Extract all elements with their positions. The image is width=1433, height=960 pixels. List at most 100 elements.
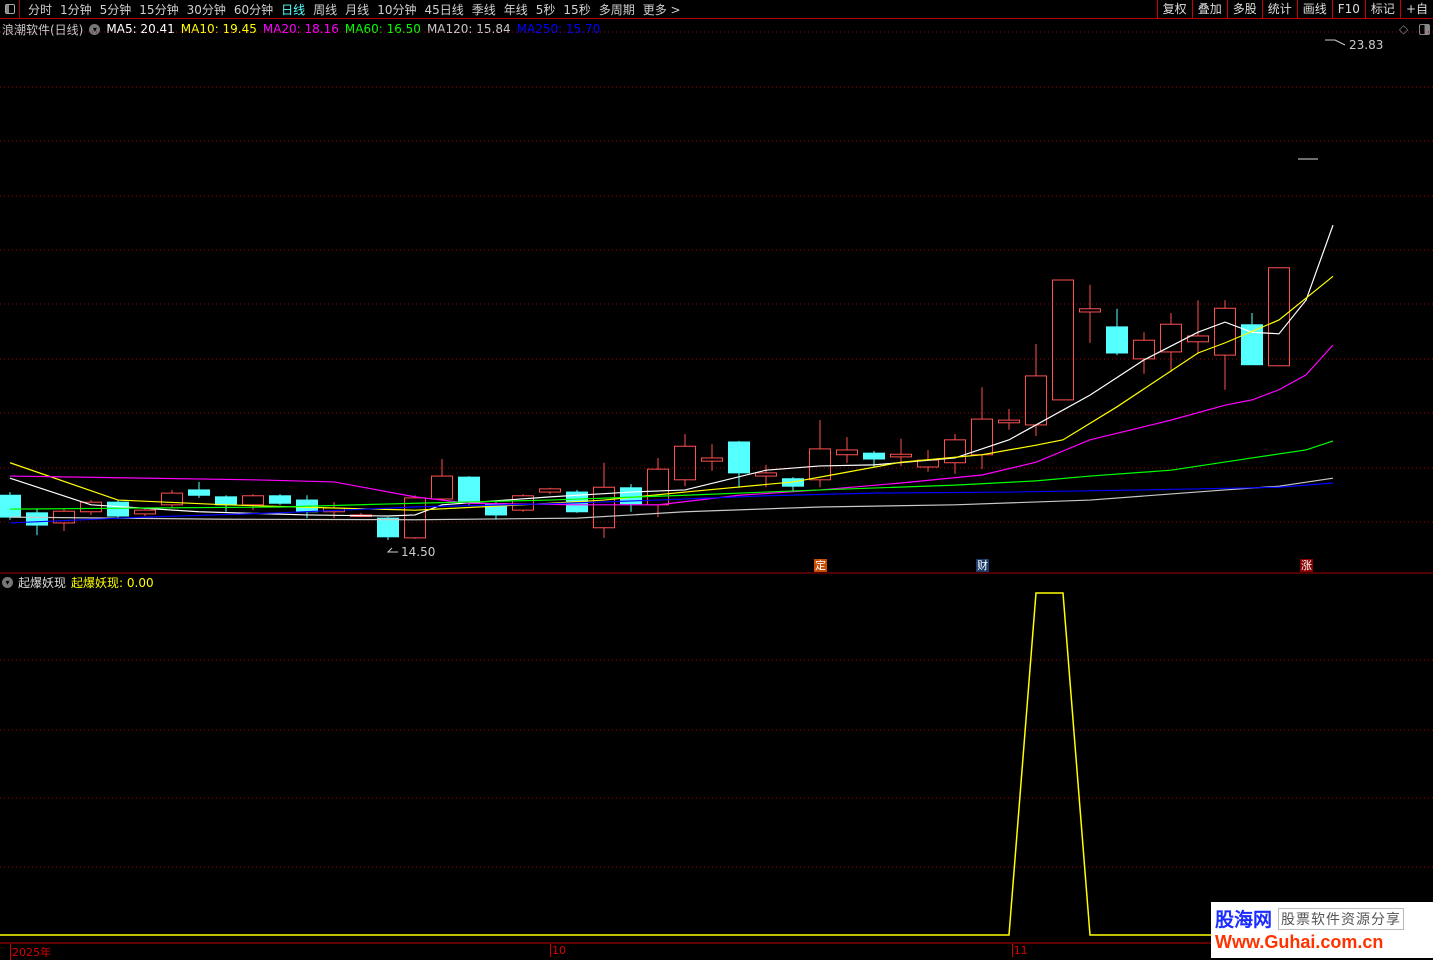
period-tab[interactable]: 5分钟 xyxy=(99,2,132,17)
candle-body xyxy=(242,495,264,506)
ma-legend: MA5: 20.41 MA10: 19.45 MA20: 18.16 MA60: 16… xyxy=(106,22,600,36)
ma-line-ma60 xyxy=(9,440,1334,510)
period-tab[interactable]: 15秒 xyxy=(563,2,591,17)
period-tab[interactable]: 45日线 xyxy=(424,2,464,17)
candle-body xyxy=(701,457,723,462)
candle-body xyxy=(269,495,291,504)
indicator-name: 起爆妖现 xyxy=(18,575,67,590)
candle-body xyxy=(0,494,21,518)
high-price-label: 23.83 xyxy=(1349,38,1384,52)
top-toolbar: 分时 1分钟 5分钟 15分钟 30分钟 60分钟 日线 周线 月线 10分钟 45日线 季线 年线 5秒… xyxy=(0,0,1433,19)
date-label: 10 xyxy=(550,944,566,957)
ma-label: MA120: 15.84 xyxy=(426,22,511,36)
candle-body xyxy=(539,488,561,493)
period-tab[interactable]: 年线 xyxy=(503,2,528,17)
candle-body xyxy=(107,501,129,517)
chevron-down-icon[interactable]: ▾ xyxy=(89,23,101,35)
indicator-value: 起爆妖现: 0.00 xyxy=(71,575,154,590)
ma-label: MA10: 19.45 xyxy=(180,22,257,36)
chevron-down-icon[interactable]: ▾ xyxy=(2,576,13,588)
event-marker[interactable]: 定 xyxy=(814,559,827,572)
period-tab[interactable]: 10分钟 xyxy=(377,2,417,17)
toolbar-button[interactable]: +自 xyxy=(1399,0,1433,19)
candle-body xyxy=(458,476,480,504)
candle-body xyxy=(161,492,183,506)
candle-body xyxy=(134,509,156,515)
ma-label: MA20: 18.16 xyxy=(262,22,339,36)
toolbar-button[interactable]: 画线 xyxy=(1296,0,1332,19)
toolbar-button[interactable]: 复权 xyxy=(1156,0,1192,19)
panel-toggle-icon[interactable] xyxy=(0,0,20,19)
candle-body xyxy=(1025,375,1047,426)
period-tab[interactable]: 月线 xyxy=(345,2,370,17)
period-tab[interactable]: 季线 xyxy=(471,2,496,17)
candle-body xyxy=(674,445,696,481)
period-tab[interactable]: 多周期 xyxy=(598,2,635,17)
candle-body xyxy=(1052,279,1074,401)
toolbar-right-buttons: 复权 叠加 多股 统计 画线 F10 标记 +自 xyxy=(1156,0,1433,19)
candle-body xyxy=(377,517,399,538)
watermark-subtitle: 股票软件资源分享 xyxy=(1278,907,1405,930)
candle-body xyxy=(1241,324,1263,366)
candle-body xyxy=(593,486,615,529)
candle-body xyxy=(1187,335,1209,343)
candle-body xyxy=(1268,267,1290,367)
candle-body xyxy=(998,419,1020,424)
event-marker[interactable]: 涨 xyxy=(1300,559,1313,572)
ma-line-ma120 xyxy=(9,477,1334,521)
date-label: 11 xyxy=(1011,944,1028,957)
indicator-header: ▾ 起爆妖现 起爆妖现: 0.00 xyxy=(2,574,154,590)
candle-body xyxy=(80,501,102,513)
candle-body xyxy=(863,452,885,460)
candle-body xyxy=(809,448,831,481)
event-marker[interactable]: 财 xyxy=(976,559,989,572)
period-tab[interactable]: 30分钟 xyxy=(186,2,226,17)
candle-body xyxy=(1160,323,1182,353)
toolbar-button[interactable]: 多股 xyxy=(1226,0,1262,19)
ma-label: MA5: 20.41 xyxy=(106,22,175,36)
indicator-line xyxy=(0,592,1333,936)
candle-body xyxy=(404,497,426,539)
ma-line-ma20 xyxy=(9,344,1334,506)
watermark-brand: 股海网 xyxy=(1215,909,1273,931)
toolbar-button[interactable]: 叠加 xyxy=(1191,0,1227,19)
ma-line-ma10 xyxy=(9,275,1334,511)
candle-body xyxy=(890,453,912,458)
period-tab[interactable]: 1分钟 xyxy=(60,2,92,17)
chart-header: 浪潮软件(日线) ▾ MA5: 20.41 MA10: 19.45 MA20: 18… xyxy=(2,21,600,37)
period-tab[interactable]: 15分钟 xyxy=(139,2,179,17)
ma-label: MA250: 15.70 xyxy=(516,22,601,36)
panel-icon[interactable] xyxy=(1419,24,1430,35)
candle-body xyxy=(431,475,453,500)
high-arrow xyxy=(1325,39,1346,46)
low-price-label: 14.50 xyxy=(401,545,436,559)
ma-line-ma250 xyxy=(9,482,1334,524)
date-label: 2025年 xyxy=(10,944,51,960)
period-tab[interactable]: 分时 xyxy=(28,2,53,17)
period-tab[interactable]: 60分钟 xyxy=(233,2,274,17)
candle-body xyxy=(1106,326,1128,354)
low-arrow xyxy=(386,547,398,553)
candle-body xyxy=(188,489,210,496)
candle-body xyxy=(215,496,237,506)
toolbar-button[interactable]: 标记 xyxy=(1364,0,1400,19)
toolbar-button[interactable]: 统计 xyxy=(1261,0,1297,19)
stock-title: 浪潮软件(日线) xyxy=(2,22,84,37)
period-tab[interactable]: 5秒 xyxy=(535,2,556,17)
ma-line-ma5 xyxy=(9,224,1334,517)
candle-body xyxy=(26,512,48,526)
candle-body xyxy=(755,472,777,477)
watermark-logo: 股海网 股票软件资源分享 Www.Guhai.com.cn xyxy=(1211,902,1433,958)
period-tab[interactable]: 日线 xyxy=(281,2,306,17)
candle-body xyxy=(1079,308,1101,313)
period-menu: 分时 1分钟 5分钟 15分钟 30分钟 60分钟 日线 周线 月线 10分钟 45日线 季线 年线 5秒… xyxy=(24,1,685,18)
candle-body xyxy=(1133,339,1155,360)
candle-body xyxy=(944,439,966,464)
period-tab[interactable]: 更多 > xyxy=(642,2,681,17)
watermark-url: Www.Guhai.com.cn xyxy=(1215,932,1384,952)
toolbar-button[interactable]: F10 xyxy=(1331,0,1365,19)
diamond-icon[interactable]: ◇ xyxy=(1399,22,1409,36)
period-tab[interactable]: 周线 xyxy=(313,2,338,17)
candle-body xyxy=(836,449,858,456)
